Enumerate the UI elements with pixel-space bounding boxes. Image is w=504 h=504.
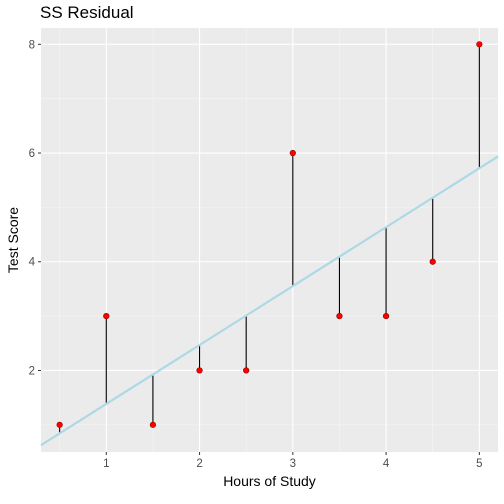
data-point [150, 422, 156, 428]
y-axis-ticks: 2 4 6 8 [29, 39, 41, 377]
data-point [337, 313, 343, 319]
data-point [243, 368, 249, 374]
data-point [197, 368, 203, 374]
data-point [103, 313, 109, 319]
x-tick-label: 3 [290, 458, 296, 470]
data-point [290, 150, 296, 156]
x-axis-title: Hours of Study [223, 473, 316, 489]
y-axis-title: Test Score [5, 207, 21, 273]
x-tick-label: 1 [103, 458, 109, 470]
y-tick-label: 2 [29, 365, 35, 377]
y-tick-label: 8 [29, 39, 35, 51]
data-point [57, 422, 63, 428]
x-tick-label: 2 [196, 458, 202, 470]
data-point [383, 313, 389, 319]
data-point [477, 42, 483, 48]
x-axis-ticks: 1 2 3 4 5 [103, 452, 482, 470]
plot-panel [41, 28, 498, 452]
data-point [430, 259, 436, 265]
y-tick-label: 4 [29, 257, 36, 269]
x-tick-label: 5 [476, 458, 482, 470]
x-tick-label: 4 [383, 458, 390, 470]
y-tick-label: 6 [29, 148, 35, 160]
chart-title: SS Residual [40, 3, 134, 22]
